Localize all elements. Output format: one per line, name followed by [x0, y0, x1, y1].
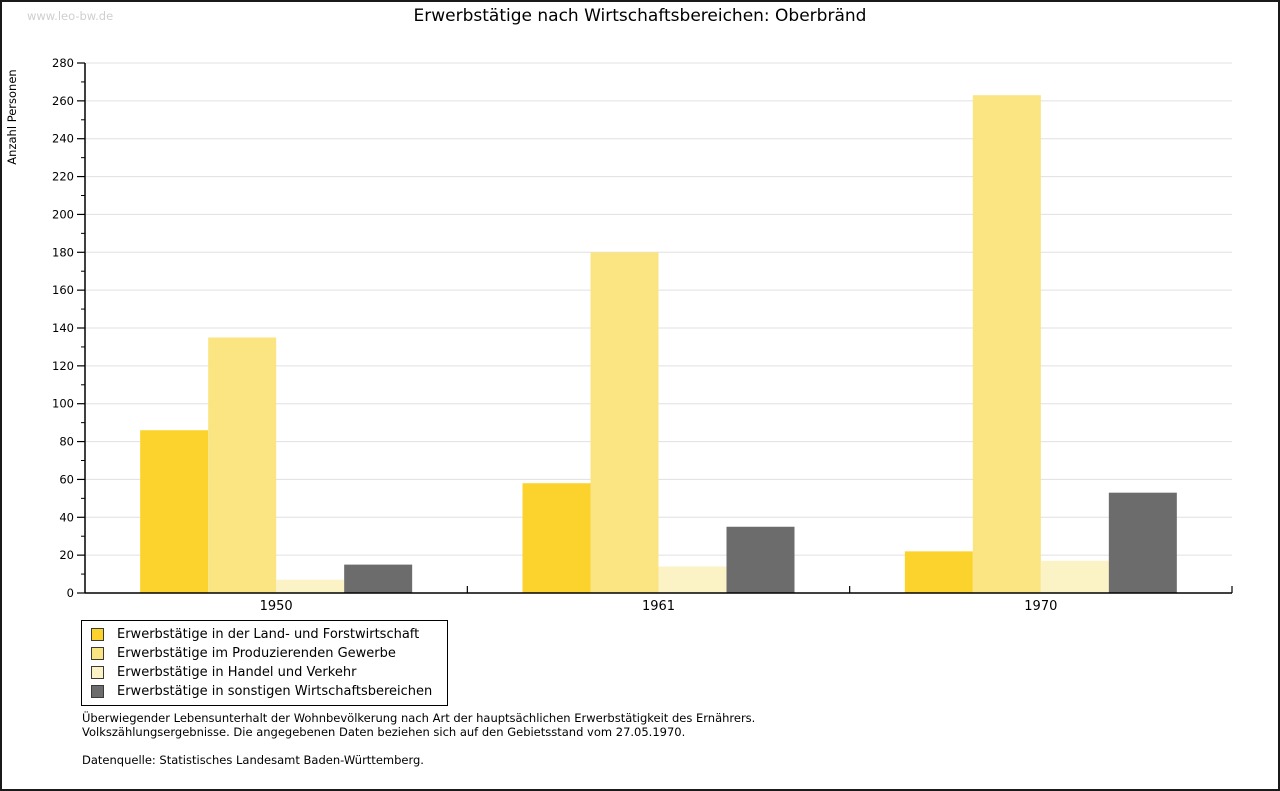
y-tick-label-60: 60 [59, 472, 74, 486]
y-tick-label-180: 180 [52, 245, 74, 259]
y-tick-label-280: 280 [52, 56, 74, 70]
bar-1961-series2 [658, 566, 727, 593]
y-tick-label-120: 120 [52, 359, 74, 373]
x-category-label-1950: 1950 [260, 599, 293, 614]
y-tick-label-160: 160 [52, 283, 74, 297]
bar-1961-series0 [522, 483, 591, 593]
legend-label: Erwerbstätige im Produzierenden Gewerbe [117, 646, 396, 661]
y-axis-title: Anzahl Personen [5, 69, 19, 164]
bar-1950-series0 [140, 430, 209, 593]
footnote-line-1: Überwiegender Lebensunterhalt der Wohnbe… [82, 711, 756, 725]
legend-label: Erwerbstätige in sonstigen Wirtschaftsbe… [117, 684, 433, 699]
legend-item-3: Erwerbstätige in sonstigen Wirtschaftsbe… [82, 682, 447, 701]
bar-1970-series3 [1108, 492, 1177, 593]
y-tick-label-80: 80 [59, 435, 74, 449]
chart-title: Erwerbstätige nach Wirtschaftsbereichen:… [413, 6, 867, 26]
y-tick-label-20: 20 [59, 548, 74, 562]
legend-swatch-icon [91, 647, 104, 660]
legend-item-1: Erwerbstätige im Produzierenden Gewerbe [82, 644, 447, 663]
legend-item-2: Erwerbstätige in Handel und Verkehr [82, 663, 447, 682]
y-tick-label-200: 200 [52, 207, 74, 221]
footnote-text: Überwiegender Lebensunterhalt der Wohnbe… [82, 711, 755, 739]
legend-swatch-icon [91, 628, 104, 641]
data-source-note: Datenquelle: Statistisches Landesamt Bad… [82, 753, 424, 767]
x-category-label-1970: 1970 [1024, 599, 1057, 614]
bar-1970-series1 [972, 95, 1041, 593]
y-tick-label-220: 220 [52, 170, 74, 184]
y-tick-label-140: 140 [52, 321, 74, 335]
footnote-line-2: Volkszählungsergebnisse. Die angegebenen… [82, 725, 686, 739]
legend-swatch-icon [91, 666, 104, 679]
watermark-link[interactable]: www.leo-bw.de [27, 9, 114, 23]
y-tick-label-100: 100 [52, 397, 74, 411]
legend-item-0: Erwerbstätige in der Land- und Forstwirt… [82, 625, 447, 644]
bar-1970-series0 [904, 551, 973, 593]
legend-label: Erwerbstätige in der Land- und Forstwirt… [117, 627, 420, 642]
legend-swatch-icon [91, 685, 104, 698]
bar-1950-series2 [276, 579, 345, 593]
bar-1950-series3 [344, 564, 413, 593]
x-category-label-1961: 1961 [642, 599, 675, 614]
bar-1970-series2 [1040, 560, 1109, 593]
bar-1961-series1 [590, 252, 659, 594]
y-tick-label-260: 260 [52, 94, 74, 108]
legend-label: Erwerbstätige in Handel und Verkehr [117, 665, 357, 680]
y-tick-label-0: 0 [67, 586, 74, 600]
y-tick-label-240: 240 [52, 132, 74, 146]
bar-1950-series1 [208, 337, 277, 593]
bar-1961-series3 [726, 526, 795, 593]
y-tick-label-40: 40 [59, 510, 74, 524]
legend-box: Erwerbstätige in der Land- und Forstwirt… [81, 620, 448, 706]
